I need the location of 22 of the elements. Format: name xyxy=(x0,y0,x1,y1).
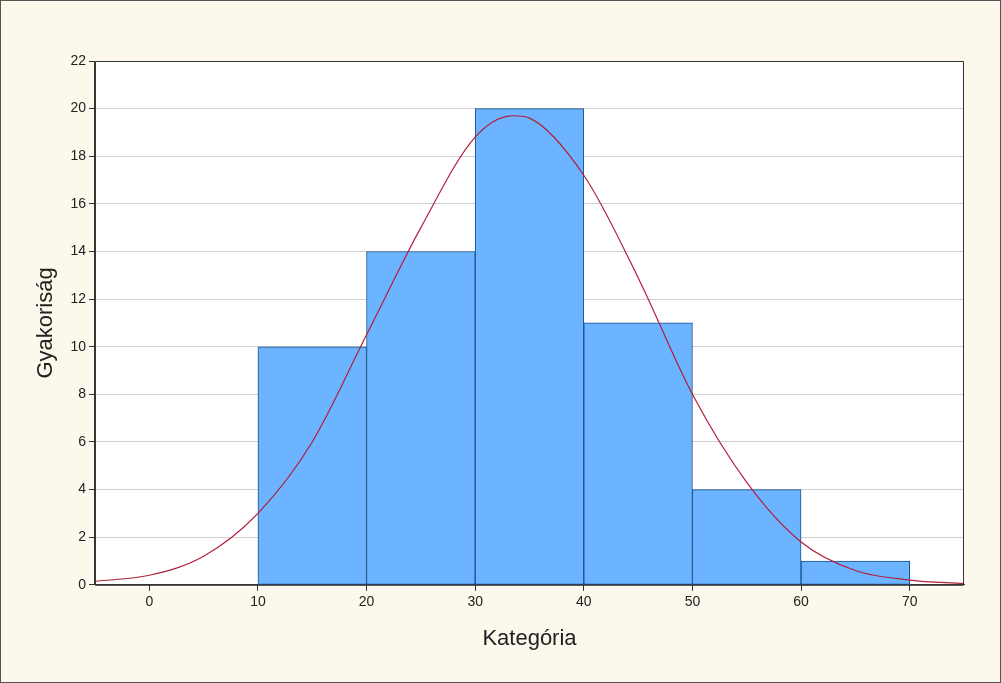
y-tick-label: 14 xyxy=(70,242,87,259)
y-tick-label: 22 xyxy=(70,51,87,68)
x-tick-label: 70 xyxy=(901,593,918,610)
y-tick-label: 2 xyxy=(78,528,87,545)
x-tick-label: 20 xyxy=(358,593,375,610)
x-tick-label: 30 xyxy=(467,593,484,610)
x-tick-label: 10 xyxy=(250,593,266,610)
x-axis-title: Kategória xyxy=(482,624,578,650)
y-tick-label: 6 xyxy=(78,432,87,449)
y-tick-label: 8 xyxy=(78,385,87,402)
y-tick-label: 18 xyxy=(70,147,87,164)
y-tick-label: 12 xyxy=(70,289,87,306)
x-tick-label: 40 xyxy=(576,593,592,610)
y-tick-label: 0 xyxy=(78,575,87,592)
y-tick-label: 4 xyxy=(78,480,87,497)
y-axis-title: Gyakoriság xyxy=(32,267,58,379)
y-tick-label: 10 xyxy=(70,337,87,354)
y-tick-label: 16 xyxy=(70,194,87,211)
x-tick-label: 0 xyxy=(145,593,154,610)
x-tick-label: 50 xyxy=(684,593,701,610)
y-tick-label: 20 xyxy=(70,99,87,116)
x-tick-label: 60 xyxy=(793,593,810,610)
